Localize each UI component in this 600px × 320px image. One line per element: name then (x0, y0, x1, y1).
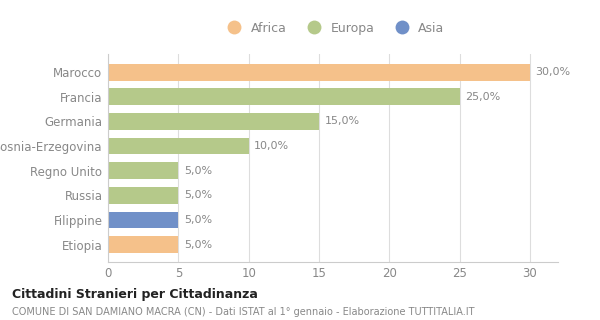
Bar (108, 187, 178, 204)
Text: 5,0%: 5,0% (184, 240, 212, 250)
Text: 15,0%: 15,0% (325, 116, 359, 126)
Text: COMUNE DI SAN DAMIANO MACRA (CN) - Dati ISTAT al 1° gennaio - Elaborazione TUTTI: COMUNE DI SAN DAMIANO MACRA (CN) - Dati … (12, 307, 475, 317)
Text: 5,0%: 5,0% (184, 190, 212, 200)
Text: 30,0%: 30,0% (536, 67, 571, 77)
Bar (108, 162, 178, 179)
Text: Cittadini Stranieri per Cittadinanza: Cittadini Stranieri per Cittadinanza (12, 288, 258, 301)
Bar (108, 138, 248, 155)
Legend: Africa, Europa, Asia: Africa, Europa, Asia (217, 17, 449, 40)
Bar (108, 236, 178, 253)
Text: 5,0%: 5,0% (184, 215, 212, 225)
Bar (108, 212, 178, 228)
Bar (108, 88, 460, 105)
Text: 25,0%: 25,0% (465, 92, 500, 102)
Text: 5,0%: 5,0% (184, 166, 212, 176)
Text: 10,0%: 10,0% (254, 141, 289, 151)
Bar (108, 64, 530, 81)
Bar (108, 113, 319, 130)
